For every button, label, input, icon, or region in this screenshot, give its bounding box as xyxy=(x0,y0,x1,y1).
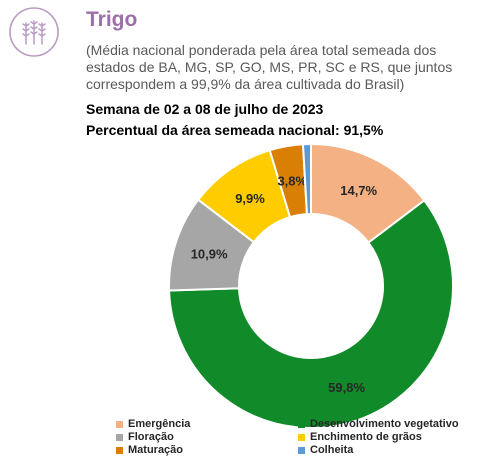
legend-label: Enchimento de grãos xyxy=(310,431,422,443)
legend-label: Emergência xyxy=(128,418,191,430)
slice-5 xyxy=(301,142,312,216)
legend-item-3: Enchimento de grãos xyxy=(298,431,422,443)
data-label-2: 10,9% xyxy=(191,246,228,261)
legend-item-4: Maturação xyxy=(116,444,183,456)
legend-swatch xyxy=(298,433,305,441)
area-percent-label: Percentual da área semeada nacional: 91,… xyxy=(86,122,384,138)
legend-swatch xyxy=(116,446,123,454)
page-title: Trigo xyxy=(86,8,138,31)
legend-item-0: Emergência xyxy=(116,418,190,430)
legend-label: Maturação xyxy=(128,444,184,456)
legend-swatch xyxy=(298,446,305,454)
subtitle: (Média nacional ponderada pela área tota… xyxy=(86,42,453,92)
slice-1 xyxy=(168,198,454,429)
data-label-1: 59,8% xyxy=(328,380,365,395)
legend-label: Desenvolvimento vegetativo xyxy=(310,418,459,430)
legend-item-2: Floração xyxy=(116,431,174,443)
legend-swatch xyxy=(116,433,123,441)
legend-swatch xyxy=(298,420,305,428)
week-label: Semana de 02 a 08 de julho de 2023 xyxy=(86,101,324,117)
legend-item-1: Desenvolvimento vegetativo xyxy=(298,418,459,430)
legend-label: Colheita xyxy=(310,444,354,456)
legend-swatch xyxy=(116,420,123,428)
legend-item-5: Colheita xyxy=(298,444,353,456)
legend-label: Floração xyxy=(128,431,174,443)
wheat-icon xyxy=(8,6,60,58)
data-label-0: 14,7% xyxy=(340,183,377,198)
data-label-4: 3,8% xyxy=(277,174,307,189)
data-label-3: 9,9% xyxy=(235,191,265,206)
